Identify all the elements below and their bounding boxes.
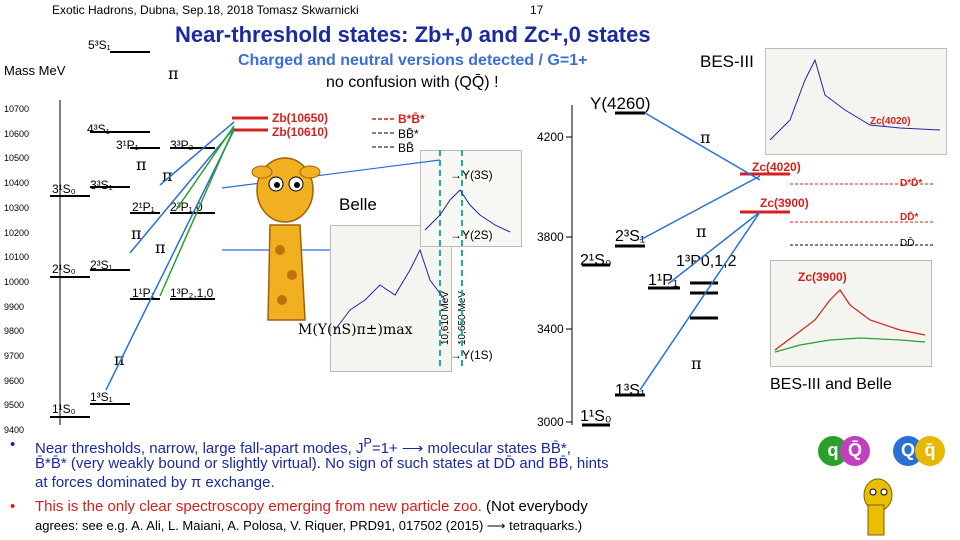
pi-label-9: π: [691, 354, 702, 373]
level-1s1: 1³S₁: [90, 390, 113, 404]
level-1p1: 1¹P₁: [132, 286, 155, 300]
zc3900-label: Zc(3900): [760, 196, 809, 210]
belle-plot-panel-2: [420, 150, 522, 247]
quark-qbar: q̄: [915, 436, 945, 466]
belle-label: Belle: [339, 195, 377, 214]
axis-tick: 9800: [4, 326, 25, 337]
level-3s0: 3¹S₀: [52, 182, 76, 196]
belle-plot-panel: [330, 225, 452, 372]
charm-4200: 4200: [537, 130, 564, 144]
threshold-ddstar: DD̄*: [900, 212, 919, 223]
zc4020-label: Zc(4020): [752, 160, 801, 174]
level-3s1: 3³S₁: [90, 178, 113, 192]
bes-plot-zc4020-label: Zc(4020): [870, 116, 911, 127]
bullet-2-marker: •: [10, 498, 16, 515]
axis-tick: 10400: [4, 178, 30, 189]
axis-tick: 10300: [4, 202, 30, 213]
level-1s0: 1¹S₀: [52, 402, 76, 416]
charm-11p1: 1¹P₁: [648, 272, 679, 289]
bullet-2-text-b: (Not everybody: [486, 498, 588, 515]
belle-upsilon3s: →Υ(3S): [450, 168, 493, 182]
axis-label: Mass MeV: [4, 63, 65, 78]
threshold-bb: BB̄: [398, 141, 415, 155]
level-2s1: 2³S₁: [90, 258, 113, 272]
page-number: 17: [530, 3, 544, 17]
level-2p1: 2¹P₁: [132, 200, 155, 214]
pi-label-7: π: [700, 128, 711, 147]
bes-plot-zc3900-label: Zc(3900): [798, 270, 847, 284]
subtitle-charged: Charged and neutral versions detected / …: [238, 52, 588, 69]
bullet-1-line-2: B̄*B̄* (very weakly bound or slightly vi…: [35, 455, 609, 472]
threshold-bstarbstar: B*B̄*: [398, 112, 425, 126]
pi-label-8: π: [696, 222, 707, 241]
zb10650-label: Zb(10650): [272, 111, 329, 125]
axis-tick: 9900: [4, 301, 25, 312]
pi-label-5: π: [155, 238, 166, 257]
level-5s: 5³S₁: [88, 38, 111, 52]
giraffe-mascot: [251, 157, 321, 321]
level-2s0: 2¹S₀: [52, 262, 76, 276]
slide-title: Near-threshold states: Zb+,0 and Zc+,0 s…: [175, 22, 651, 47]
quark-pair-right-icon: Q q̄: [893, 436, 945, 470]
pi-label-4: π: [131, 224, 142, 243]
y4260-label: Y(4260): [590, 94, 651, 113]
charm-3400: 3400: [537, 322, 564, 336]
pi-label-3: π: [162, 166, 173, 185]
charm-11s0: 1¹S₀: [580, 408, 612, 425]
bes-label-top: BES-III: [700, 52, 754, 71]
axis-tick: 9500: [4, 400, 25, 411]
quark-pair-left-icon: q Q̄: [818, 436, 870, 470]
threshold-dd: DD̄: [900, 238, 915, 249]
level-1p210: 1³P₂,1,0: [170, 286, 214, 300]
axis-tick: 10100: [4, 252, 30, 263]
bullet-2-line-2: agrees: see e.g. A. Ali, L. Maiani, A. P…: [35, 518, 583, 533]
belle-upsilon1s: →Υ(1S): [450, 348, 493, 362]
belle-upsilon2s: →Υ(2S): [450, 228, 493, 242]
belle-mass-label: M(Υ(nS)π±)max: [298, 322, 413, 338]
subtitle-confusion: no confusion with (QQ̄) !: [326, 74, 499, 91]
caption-bes-belle: BES-III and Belle: [770, 376, 892, 393]
charm-23s1: 2³S₁: [615, 228, 646, 245]
bullet-1-sup: P: [363, 436, 372, 450]
charm-3000: 3000: [537, 415, 564, 429]
axis-tick: 10700: [4, 104, 30, 114]
threshold-bbstar: BB̄*: [398, 127, 419, 141]
small-giraffe-icon: [863, 478, 893, 536]
bullet-1-line-3: at forces dominated by π exchange.: [35, 474, 275, 491]
zb10610-label: Zb(10610): [272, 125, 329, 139]
bullet-1-line-1: Near thresholds, narrow, large fall-apar…: [35, 436, 571, 457]
bullet-2-line-1: This is the only clear spectroscopy emer…: [35, 498, 588, 515]
pi-label-1: π: [168, 64, 179, 83]
axis-tick: 10000: [4, 276, 30, 287]
axis-tick: 10500: [4, 153, 30, 164]
header-left: Exotic Hadrons, Dubna, Sep.18, 2018 Toma…: [52, 3, 359, 17]
bes-plot-zc4020: [765, 48, 947, 155]
pi-label-6: π: [114, 350, 125, 369]
bullet-1-text-a: Near thresholds, narrow, large fall-apar…: [35, 440, 364, 457]
axis-label-text: Mass MeV: [4, 63, 66, 78]
axis-tick: 10200: [4, 227, 30, 238]
axis-tick: 9700: [4, 351, 25, 361]
bes-plot-zc3900: [770, 260, 932, 367]
axis-tick: 9400: [4, 425, 25, 436]
axis-tick: 9600: [4, 375, 25, 386]
pi-label-2: π: [136, 155, 147, 174]
quark-Qbar: Q̄: [840, 436, 870, 466]
bullet-1-marker: •: [10, 436, 16, 453]
bullet-2-text-a: This is the only clear spectroscopy emer…: [35, 498, 482, 515]
axis-tick: 10600: [4, 128, 30, 139]
bullet-1-text-c: =1+ ⟶ molecular states BB̄*,: [371, 440, 571, 457]
charm-3800: 3800: [537, 230, 564, 244]
